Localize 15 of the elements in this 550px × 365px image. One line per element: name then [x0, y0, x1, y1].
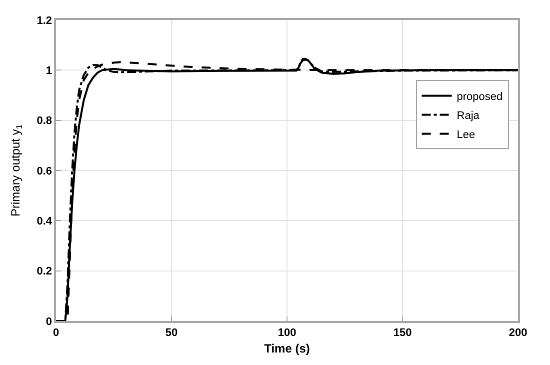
y-tick-label: 0.2 — [36, 266, 52, 278]
y-tick-label: 0.8 — [36, 115, 52, 128]
y-tick-label: 0.4 — [36, 216, 53, 228]
x-tick-label: 150 — [393, 326, 412, 339]
x-tick-label: 50 — [165, 326, 178, 339]
y-tick-label: 1.2 — [36, 14, 52, 27]
y-tick-label: 0 — [46, 316, 52, 328]
legend-label: Lee — [456, 128, 476, 141]
x-tick-label: 200 — [508, 326, 528, 339]
x-tick-label: 100 — [278, 326, 296, 339]
y-tick-label: 1 — [46, 65, 52, 78]
y-tick-label: 0.6 — [36, 165, 52, 178]
x-axis-title: Time (s) — [264, 341, 310, 356]
legend-label: Raja — [456, 110, 480, 122]
legend-label: proposed — [456, 90, 503, 103]
